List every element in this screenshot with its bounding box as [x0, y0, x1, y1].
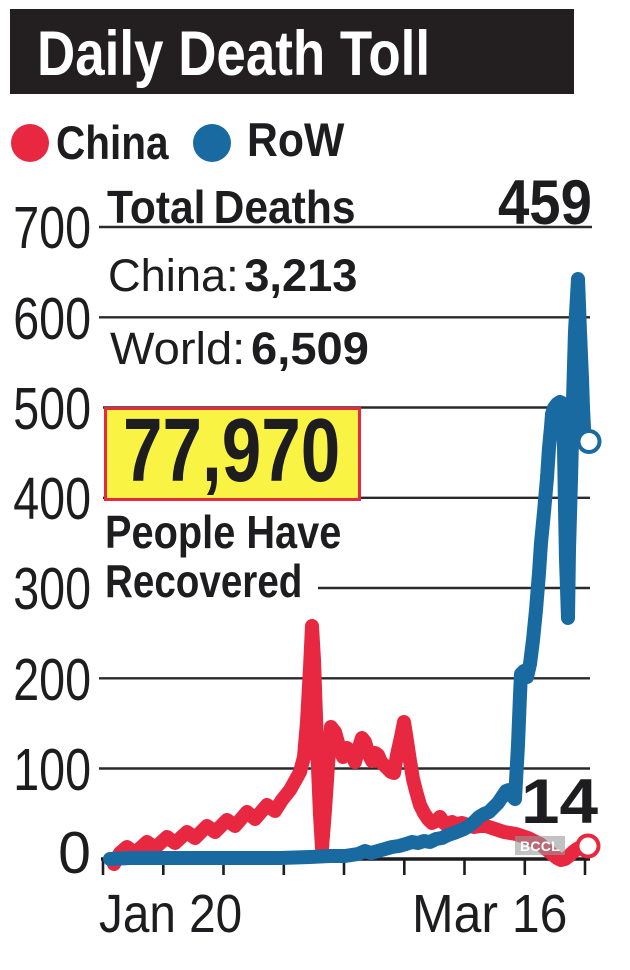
svg-text:BCCL: BCCL — [520, 838, 560, 854]
